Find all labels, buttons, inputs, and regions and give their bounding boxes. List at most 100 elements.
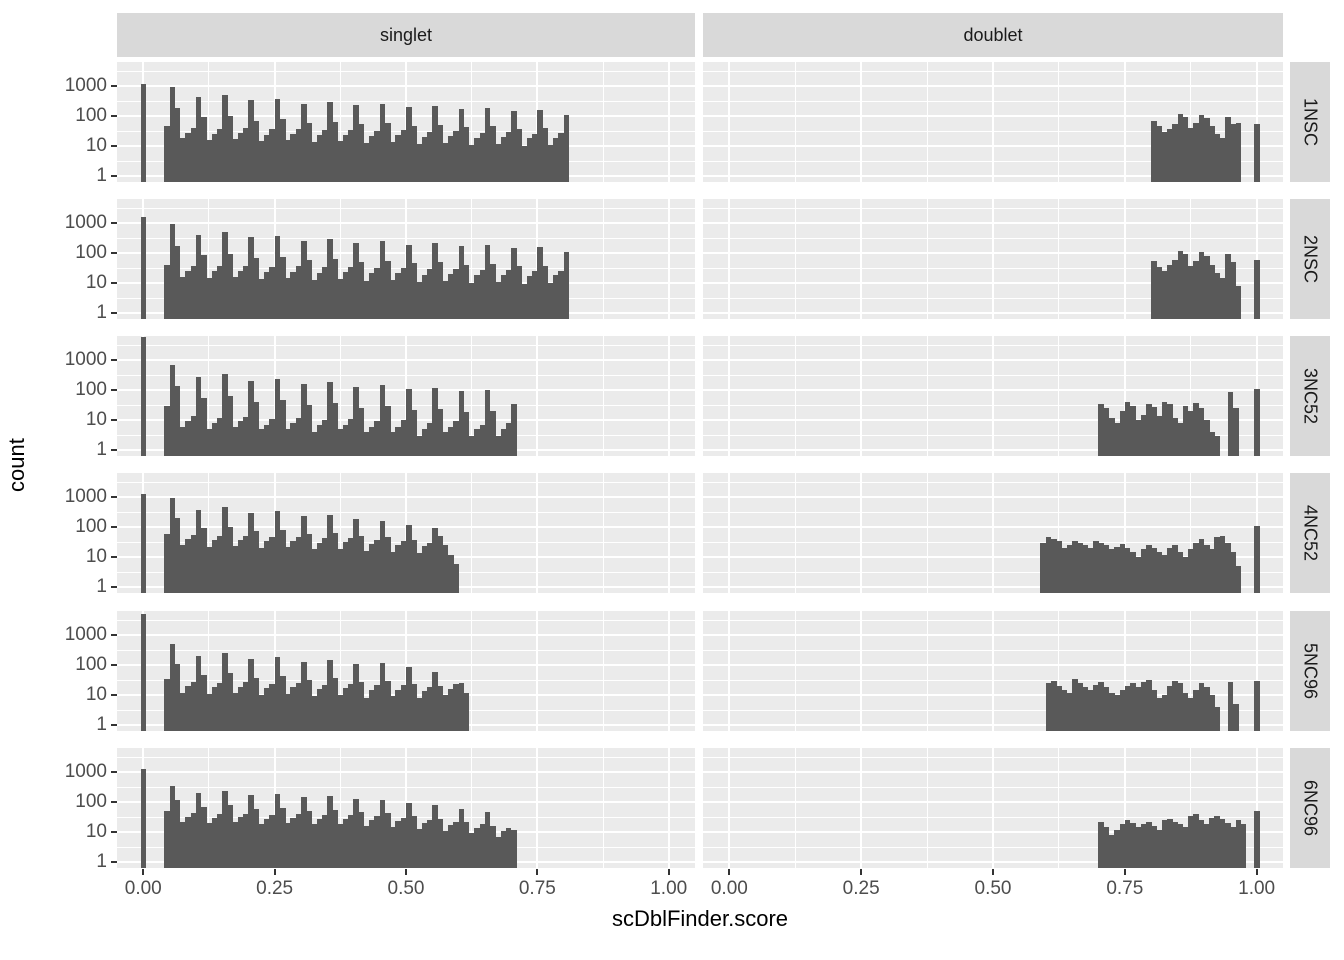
histogram-bar — [243, 813, 249, 868]
histogram-bar — [1161, 820, 1168, 868]
histogram-bar — [1182, 116, 1189, 182]
histogram-bar — [222, 507, 228, 593]
histogram-bar — [390, 141, 396, 182]
histogram-bar — [353, 798, 360, 868]
histogram-bar — [1177, 113, 1184, 182]
histogram-bar — [269, 266, 276, 319]
histogram-bar — [1209, 126, 1215, 182]
histogram-bar — [337, 824, 344, 868]
histogram-bar — [216, 813, 223, 868]
y-tick-label: 10 — [85, 135, 107, 156]
histogram-bar — [285, 547, 291, 593]
histogram-bar — [416, 435, 423, 456]
histogram-bar — [1225, 542, 1231, 593]
histogram-bar — [369, 135, 375, 182]
histogram-bar — [479, 424, 486, 456]
histogram-bar — [237, 133, 244, 182]
histogram-bar — [243, 682, 249, 731]
x-gridline-minor — [602, 336, 604, 456]
histogram-bar — [1172, 680, 1178, 731]
histogram-bar — [1225, 116, 1231, 182]
facet-row-strip-4NC52: 4NC52 — [1290, 473, 1330, 593]
x-gridline-minor — [339, 336, 341, 456]
histogram-bar — [1119, 689, 1126, 731]
histogram-bar — [274, 379, 281, 456]
histogram-bar — [1172, 545, 1178, 593]
x-gridline-major — [728, 748, 731, 868]
x-gridline-major — [1123, 199, 1126, 319]
x-gridline-minor — [1190, 62, 1192, 182]
histogram-bar — [1203, 687, 1210, 731]
x-gridline-minor — [471, 748, 473, 868]
histogram-bar — [1114, 546, 1120, 593]
histogram-bar — [1103, 408, 1110, 456]
histogram-bar — [169, 498, 176, 593]
x-gridline-minor — [602, 748, 604, 868]
histogram-bar — [311, 824, 318, 868]
histogram-bar — [437, 685, 444, 731]
histogram-bar — [1135, 420, 1142, 456]
histogram-bar — [195, 376, 202, 456]
histogram-bar — [453, 821, 459, 868]
histogram-bar — [1230, 551, 1236, 593]
histogram-bar — [442, 695, 449, 731]
histogram-bar — [1145, 403, 1152, 456]
histogram-bar — [1172, 259, 1178, 319]
histogram-bar — [327, 515, 333, 593]
histogram-bar — [195, 509, 202, 593]
histogram-bar — [269, 683, 276, 731]
y-tick-mark — [111, 389, 117, 391]
histogram-bar — [411, 263, 417, 319]
histogram-bar — [505, 422, 512, 456]
histogram-bar — [1098, 821, 1105, 868]
histogram-bar — [211, 687, 218, 731]
histogram-bar — [311, 141, 318, 182]
x-gridline-minor — [471, 336, 473, 456]
histogram-bar — [1182, 405, 1189, 456]
histogram-bar — [237, 686, 244, 731]
histogram-bar — [140, 83, 147, 182]
histogram-bar — [185, 421, 191, 456]
histogram-bar — [432, 105, 438, 182]
x-tick-mark — [860, 869, 863, 875]
histogram-bar — [185, 816, 191, 868]
histogram-bar — [232, 276, 239, 319]
histogram-bar — [442, 142, 449, 182]
histogram-bar — [211, 271, 218, 319]
histogram-bar — [348, 418, 354, 456]
histogram-bar — [1151, 260, 1157, 319]
x-gridline-major — [860, 611, 863, 731]
y-tick-label: 1 — [96, 439, 107, 460]
y-tick-mark — [111, 586, 117, 588]
histogram-bar — [290, 134, 297, 182]
histogram-bar — [505, 132, 512, 182]
histogram-bar — [369, 543, 375, 593]
histogram-bar — [327, 239, 333, 319]
histogram-bar — [421, 274, 428, 319]
histogram-bar — [311, 279, 318, 319]
histogram-bar — [1254, 388, 1260, 456]
histogram-bar — [379, 799, 386, 868]
histogram-bar — [295, 128, 302, 182]
histogram-bar — [379, 520, 386, 593]
histogram-bar — [1145, 545, 1152, 593]
y-tick-mark — [111, 252, 117, 254]
x-gridline-minor — [794, 611, 796, 731]
y-tick-mark — [111, 419, 117, 421]
x-tick-label: 0.75 — [1106, 878, 1144, 899]
y-tick-label: 1000 — [64, 761, 107, 782]
histogram-bar — [363, 431, 370, 456]
histogram-bar — [479, 270, 486, 319]
histogram-bar — [1188, 265, 1194, 319]
histogram-bar — [185, 270, 191, 319]
histogram-bar — [505, 827, 512, 868]
histogram-bar — [295, 814, 302, 868]
histogram-bar — [469, 833, 475, 868]
histogram-bar — [1167, 403, 1173, 456]
histogram-bar — [353, 386, 360, 456]
x-gridline-major — [667, 336, 670, 456]
y-tick-mark — [111, 694, 117, 696]
x-gridline-minor — [1190, 199, 1192, 319]
histogram-bar — [1098, 403, 1105, 456]
histogram-bar — [1135, 687, 1142, 731]
